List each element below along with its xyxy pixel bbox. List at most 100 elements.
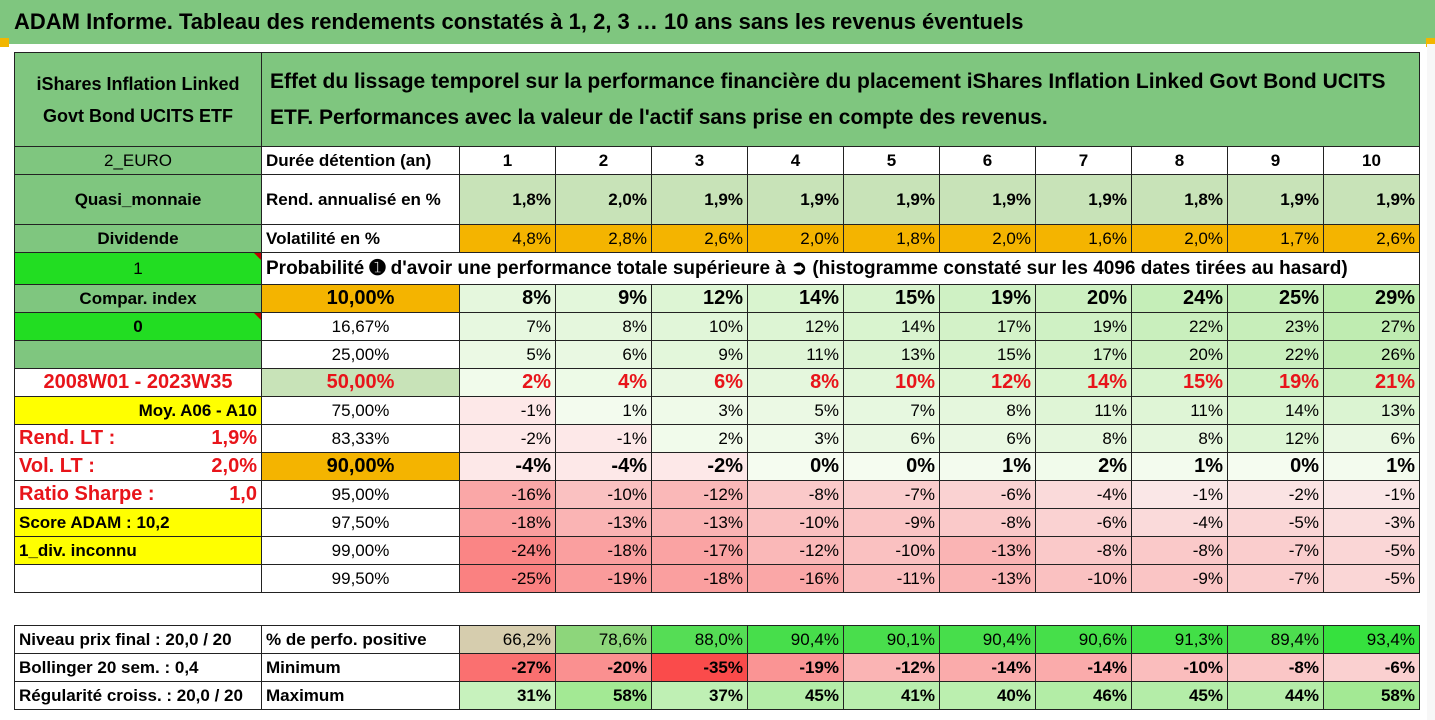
probability-value: -17% (651, 536, 748, 565)
vol-value: 2,0% (939, 224, 1036, 253)
probability-value: 19% (939, 284, 1036, 313)
probability-value: 17% (1035, 340, 1132, 369)
year-header: 8 (1131, 146, 1228, 175)
probability-value: 11% (1131, 396, 1228, 425)
probability-value: -4% (1035, 480, 1132, 509)
probability-threshold: 10,00% (261, 284, 460, 313)
rend-value: 1,9% (1322, 174, 1421, 225)
probability-value: 8% (1131, 424, 1228, 453)
left-info-label: Ratio Sharpe : (19, 483, 155, 505)
left-info-cell: 2008W01 - 2023W35 (14, 368, 262, 397)
probability-value: -13% (939, 536, 1036, 565)
summary-indicator: Bollinger 20 sem. : 0,4 (14, 653, 262, 682)
probability-value: -16% (459, 480, 556, 509)
probability-value: 8% (555, 312, 652, 341)
fund-name: iShares Inflation Linked Govt Bond UCITS… (14, 52, 262, 147)
probability-value: 1% (939, 452, 1036, 481)
probability-value: -10% (555, 480, 652, 509)
probability-row: Compar. index 10,00% 8% 9% 12% 14% 15% 19% 20% 24… (14, 284, 1421, 313)
vol-value: 2,0% (1131, 224, 1228, 253)
probability-value: -13% (939, 564, 1036, 593)
vol-label: Volatilité en % (261, 224, 460, 253)
probability-value: 10% (843, 368, 940, 397)
probability-value: 6% (555, 340, 652, 369)
probability-value: 13% (1322, 396, 1421, 425)
probability-value: 12% (939, 368, 1036, 397)
table-description: Effet du lissage temporel sur la perform… (260, 52, 1421, 147)
vol-value: 2,0% (747, 224, 844, 253)
summary-row: Bollinger 20 sem. : 0,4 Minimum -27% -20% -3… (14, 653, 1420, 682)
probability-threshold: 16,67% (261, 312, 460, 341)
probability-value: -7% (843, 480, 940, 509)
category-cell: Quasi_monnaie (14, 174, 262, 225)
probability-value: -9% (843, 508, 940, 537)
left-info-cell (14, 564, 262, 593)
probability-value: 7% (459, 312, 556, 341)
vol-value: 2,8% (555, 224, 652, 253)
summary-label: Minimum (261, 653, 460, 682)
probability-value: -8% (1131, 536, 1228, 565)
probability-threshold: 90,00% (261, 452, 460, 481)
probability-value: 15% (843, 284, 940, 313)
left-info-value: 2,0% (211, 455, 257, 477)
probability-value: 7% (843, 396, 940, 425)
probability-row: Moy. A06 - A10 75,00% -1% 1% 3% 5% 7% 8% 11% 11% 1… (14, 396, 1421, 425)
summary-value: 41% (843, 681, 940, 710)
summary-value: -14% (939, 653, 1036, 682)
summary-indicator: Régularité croiss. : 20,0 / 20 (14, 681, 262, 710)
probability-value: -7% (1227, 536, 1324, 565)
probability-value: 9% (555, 284, 652, 313)
left-info-label: Rend. LT : (19, 427, 116, 449)
probability-value: 14% (843, 312, 940, 341)
left-info-cell: Moy. A06 - A10 (14, 396, 262, 425)
probability-value: -3% (1322, 508, 1421, 537)
probability-value: 26% (1322, 340, 1421, 369)
rend-value: 1,8% (459, 174, 556, 225)
probability-value: 14% (1227, 396, 1324, 425)
right-margin (1427, 44, 1435, 720)
probability-value: -5% (1322, 536, 1421, 565)
probability-value: 6% (1322, 424, 1421, 453)
probability-value: -13% (555, 508, 652, 537)
probability-threshold: 95,00% (261, 480, 460, 509)
summary-value: 93,4% (1323, 625, 1420, 654)
year-header: 6 (939, 146, 1036, 175)
summary-value: -8% (1227, 653, 1324, 682)
summary-value: 90,1% (843, 625, 940, 654)
summary-value: 45% (747, 681, 844, 710)
rend-value: 1,9% (747, 174, 844, 225)
probability-value: -1% (1322, 480, 1421, 509)
left-info-value: 1,9% (211, 427, 257, 449)
probability-value: 6% (939, 424, 1036, 453)
summary-value: 58% (1323, 681, 1420, 710)
summary-value: 78,6% (555, 625, 652, 654)
probability-value: -25% (459, 564, 556, 593)
probability-value: 24% (1131, 284, 1228, 313)
summary-value: 89,4% (1227, 625, 1324, 654)
probability-value: 12% (747, 312, 844, 341)
probability-row: 1_div. inconnu 99,00% -24% -18% -17% -12% -10%… (14, 536, 1421, 565)
probability-threshold: 83,33% (261, 424, 460, 453)
summary-value: 31% (459, 681, 556, 710)
probability-value: 12% (651, 284, 748, 313)
returns-table: iShares Inflation Linked Govt Bond UCITS… (14, 52, 1421, 593)
left-info-label: Vol. LT : (19, 455, 95, 477)
left-info-cell: Score ADAM : 10,2 (14, 508, 262, 537)
probability-value: -5% (1227, 508, 1324, 537)
summary-value: 37% (651, 681, 748, 710)
flag-one-cell: 1 (14, 252, 262, 285)
summary-value: 91,3% (1131, 625, 1228, 654)
probability-value: 22% (1131, 312, 1228, 341)
probability-value: 6% (843, 424, 940, 453)
probability-threshold: 99,50% (261, 564, 460, 593)
probability-rows: Compar. index 10,00% 8% 9% 12% 14% 15% 19% 20% 24… (14, 284, 1421, 593)
probability-threshold: 75,00% (261, 396, 460, 425)
probability-value: 6% (651, 368, 748, 397)
probability-value: 15% (939, 340, 1036, 369)
probability-threshold: 25,00% (261, 340, 460, 369)
probability-value: 22% (1227, 340, 1324, 369)
probability-value: -10% (747, 508, 844, 537)
summary-value: -12% (843, 653, 940, 682)
probability-value: 21% (1322, 368, 1421, 397)
probability-value: -19% (555, 564, 652, 593)
